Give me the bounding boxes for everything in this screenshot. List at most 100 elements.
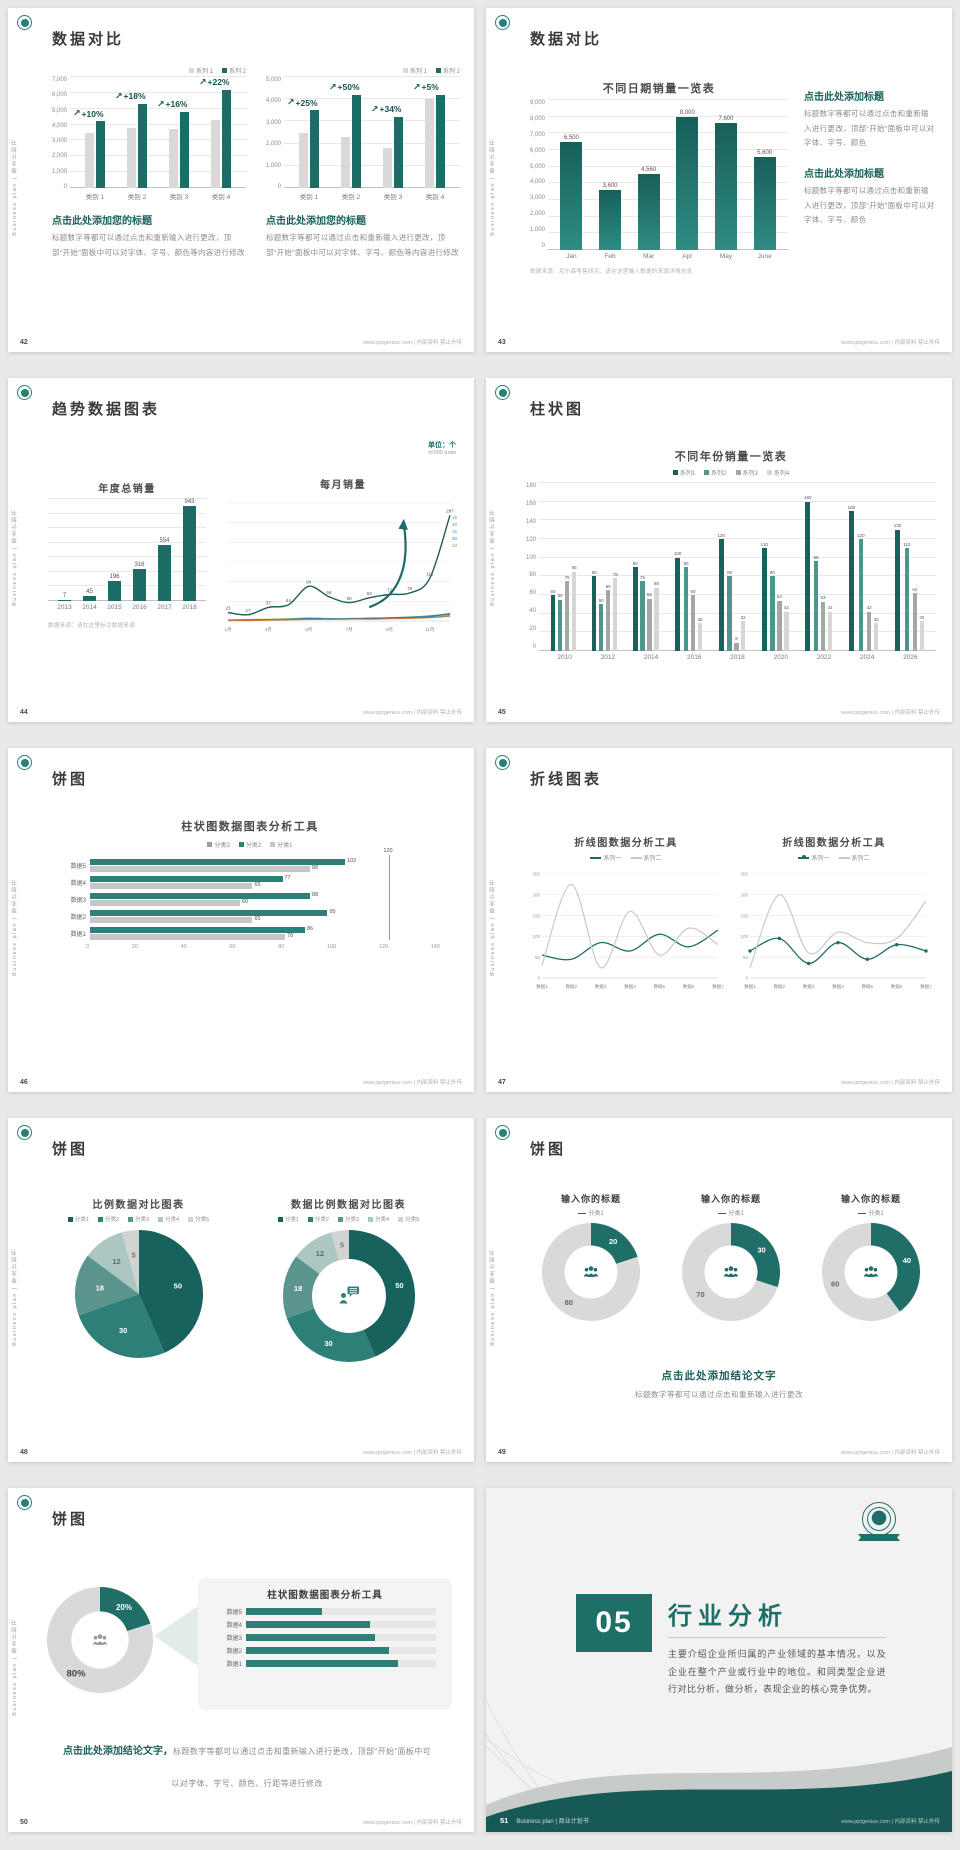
row-label: 数据5 bbox=[226, 1610, 242, 1616]
legend-label: 分类1 bbox=[277, 843, 293, 849]
percent-value: +16% bbox=[165, 99, 188, 110]
legend-item: 系列一 bbox=[798, 853, 830, 862]
x-tick-label: 2018 bbox=[730, 654, 745, 661]
slide-44[interactable]: Business plan | 商业计划书 趋势数据图表 单位：个 in'000… bbox=[8, 378, 474, 722]
slide-title: 数据对比 bbox=[530, 31, 603, 48]
bar-value-label: 110 bbox=[903, 541, 911, 547]
slide-42[interactable]: Business plan | 商业计划书 数据对比 系列 1 系列 2 7,00… bbox=[8, 8, 474, 352]
legend-swatch bbox=[188, 1216, 194, 1222]
donut-chart: 20 80 bbox=[526, 1222, 656, 1322]
slide-footer: 43 www.pptgenius.com | 内部资料 禁止外传 bbox=[498, 338, 940, 347]
slide-47[interactable]: Business plan | 商业计划书 折线图表 折线图数据分析工具 系列一… bbox=[486, 748, 952, 1092]
presenter-icon bbox=[338, 1286, 359, 1304]
bar-group: ↗ +50% bbox=[329, 77, 361, 188]
bar bbox=[90, 893, 310, 899]
y-tick-label: 6,000 bbox=[52, 92, 68, 99]
page-number: 44 bbox=[20, 708, 28, 716]
legend-swatch bbox=[435, 68, 441, 73]
brand-logo-icon bbox=[17, 1495, 32, 1510]
chart-title: 不同年份销量一览表 bbox=[674, 451, 788, 463]
slide-footer: 44 www.pptgenius.com | 内部资料 禁止外传 bbox=[20, 708, 462, 717]
bar bbox=[126, 127, 136, 188]
bar bbox=[805, 501, 810, 651]
legend-label: 系列二 bbox=[643, 856, 662, 862]
slide-48[interactable]: Business plan | 商业计划书 饼图 比例数据对比图表 分类1 分类2… bbox=[8, 1118, 474, 1462]
x-tick-label: 数据5 bbox=[654, 983, 666, 990]
x-tick-label: 2020 bbox=[773, 654, 788, 661]
x-tick-label: 2017 bbox=[157, 604, 172, 611]
hbar-row: 数据4 bbox=[214, 1620, 436, 1629]
legend-label: 分类5 bbox=[195, 1217, 210, 1223]
bar-track: 88 bbox=[90, 865, 440, 872]
sidebar-vertical-text: Business plan | 商业计划书 bbox=[490, 1248, 496, 1346]
bar-group: 3,600 bbox=[599, 100, 621, 250]
footer-site: www.pptgenius.com | 内部资料 禁止外传 bbox=[363, 1080, 462, 1086]
chart-legend: 系列 1 系列 2 bbox=[266, 66, 460, 75]
bar-value-label: 80 bbox=[769, 569, 775, 575]
item-heading: 输入你的标题 bbox=[560, 1194, 621, 1204]
legend-label: 分类4 bbox=[165, 1217, 180, 1223]
footer-site: www.pptgenius.com | 内部资料 禁止外传 bbox=[363, 340, 462, 346]
bar-group: 943 bbox=[183, 499, 196, 601]
unit-label: 单位：个 bbox=[428, 442, 456, 449]
pie-slice bbox=[47, 1587, 153, 1693]
horizontal-bar-chart: 数据5 102 88 数据4 77 65 数据3 88 60 数据2 95 65 数据1 86 78 120 0… bbox=[60, 848, 440, 950]
bar bbox=[90, 859, 345, 865]
bar-value-label: 150 bbox=[847, 504, 856, 510]
slide-46[interactable]: Business plan | 商业计划书 饼图 柱状图数据图表分析工具 分类3… bbox=[8, 748, 474, 1092]
row-label: 数据4 bbox=[70, 881, 86, 887]
bar-value-label: 3,600 bbox=[602, 183, 618, 189]
grid-line bbox=[48, 585, 206, 587]
item-legend: 分类1 bbox=[526, 1208, 656, 1217]
grid-line bbox=[539, 631, 936, 633]
slide-45[interactable]: Business plan | 商业计划书 柱状图 不同年份销量一览表 系列1 系… bbox=[486, 378, 952, 722]
bar-value-label: 4,560 bbox=[641, 167, 657, 173]
slide-title: 折线图表 bbox=[530, 771, 603, 788]
source-note: 数据来源：尼尔森零售研究，请在这里输入数据的来源详情信息 bbox=[530, 269, 693, 275]
x-tick-label: 2010 bbox=[557, 654, 572, 661]
percent-annotation: ↗ +10% bbox=[73, 109, 104, 118]
bar-track: 65 bbox=[90, 882, 440, 889]
legend-item: 分类3 bbox=[207, 840, 230, 849]
legend-swatch bbox=[238, 842, 244, 847]
up-arrow-icon: ↗ bbox=[328, 81, 337, 92]
legend-item: 系列二 bbox=[838, 853, 870, 862]
y-tick-label: 50 bbox=[535, 955, 541, 960]
y-tick-label: 0 bbox=[277, 183, 282, 190]
legend-swatch bbox=[398, 1216, 404, 1222]
legend-swatch bbox=[188, 68, 194, 73]
brand-ribbon-icon bbox=[858, 1534, 900, 1541]
bar-value-label: 5,600 bbox=[757, 149, 773, 156]
series-end-label: 20 bbox=[452, 522, 458, 527]
slide-51[interactable]: 05 行业分析 主要介绍企业所归属的产业领域的基本情况，以及企业在整个产业或行业… bbox=[486, 1488, 952, 1832]
bar bbox=[895, 529, 900, 651]
bar-value-label: 32 bbox=[740, 614, 746, 620]
slide-50[interactable]: Business plan | 商业计划书 饼图 20% 80% 柱状图数据图表分… bbox=[8, 1488, 474, 1832]
bar-track: 65 bbox=[90, 916, 440, 923]
point-label: 63 bbox=[367, 591, 373, 596]
bar bbox=[762, 548, 767, 651]
bar bbox=[133, 568, 146, 601]
x-tick-label: June bbox=[757, 253, 772, 260]
section-body: 主要介绍企业所归属的产业领域的基本情况，以及企业在整个产业或行业中的地位。和同类… bbox=[668, 1649, 886, 1695]
slide-49[interactable]: Business plan | 商业计划书 饼图 输入你的标题 分类1 20 80… bbox=[486, 1118, 952, 1462]
page-number: 50 bbox=[20, 1818, 28, 1826]
section-content: 05 行业分析 主要介绍企业所归属的产业领域的基本情况，以及企业在整个产业或行业… bbox=[576, 1594, 886, 1699]
bar bbox=[246, 1660, 398, 1667]
bar-value-label: 554 bbox=[159, 537, 170, 544]
footer-site: www.pptgenius.com | 内部资料 禁止外传 bbox=[841, 1819, 940, 1825]
bar-value-label: 120 bbox=[717, 532, 726, 538]
bar-value-label: 42 bbox=[866, 605, 872, 611]
bar bbox=[221, 89, 231, 188]
slice-label: 60 bbox=[831, 1279, 839, 1288]
y-tick-label: 4,000 bbox=[52, 122, 68, 129]
bar-value-label: 160 bbox=[803, 495, 812, 501]
legend-item: 系列 2 bbox=[221, 66, 246, 75]
chart-legend: 分类1 分类2 分类3 分类4 分类5 bbox=[36, 1215, 241, 1223]
brand-logo-icon bbox=[17, 385, 32, 400]
x-tick-label: 80 bbox=[278, 944, 285, 950]
line-chart: 250 200 150 100 50 0 数据1 数据2 数据3 数据4 数据5 数据6 数据7 bbox=[528, 866, 724, 995]
bar-value-label: 60 bbox=[550, 588, 556, 594]
slide-43[interactable]: Business plan | 商业计划书 数据对比 不同日期销量一览表 9,0… bbox=[486, 8, 952, 352]
item-heading: 输入你的标题 bbox=[700, 1194, 761, 1204]
